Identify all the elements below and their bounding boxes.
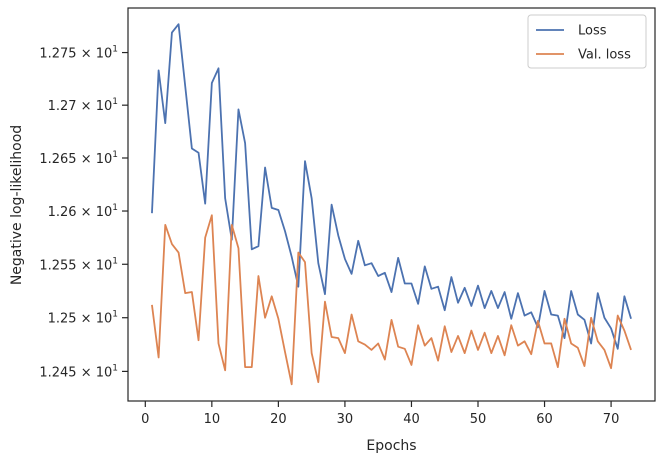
legend-label-val-loss: Val. loss xyxy=(578,48,631,63)
x-tick-label: 30 xyxy=(337,412,354,427)
y-tick-label: 1.275 × 101 xyxy=(39,45,118,62)
x-tick-label: 0 xyxy=(141,412,149,427)
plot-frame xyxy=(127,7,656,402)
x-tick-label: 70 xyxy=(603,412,620,427)
y-tick-label: 1.245 × 101 xyxy=(39,363,118,380)
y-tick-label: 1.25 × 101 xyxy=(48,310,118,327)
x-tick-label: 20 xyxy=(270,412,287,427)
x-tick-label: 10 xyxy=(204,412,221,427)
x-tick-label: 40 xyxy=(403,412,420,427)
series-layer xyxy=(151,23,632,386)
legend-label-loss: Loss xyxy=(578,24,607,39)
y-tick-label: 1.26 × 101 xyxy=(48,203,118,220)
y-axis-label: Negative log-likelihood xyxy=(9,125,25,285)
x-axis: 0 10 20 30 40 50 60 70 xyxy=(141,401,619,427)
x-axis-label: Epochs xyxy=(366,438,416,454)
legend: Loss Val. loss xyxy=(527,14,647,69)
y-tick-label: 1.27 × 101 xyxy=(48,97,118,114)
x-tick-label: 50 xyxy=(470,412,487,427)
x-tick-label: 60 xyxy=(536,412,553,427)
y-axis: 1.245 × 101 1.25 × 101 1.255 × 101 1.26 × 1… xyxy=(39,45,128,380)
y-tick-label: 1.255 × 101 xyxy=(39,256,118,273)
series-line-1 xyxy=(151,214,632,386)
y-tick-label: 1.265 × 101 xyxy=(39,150,118,167)
